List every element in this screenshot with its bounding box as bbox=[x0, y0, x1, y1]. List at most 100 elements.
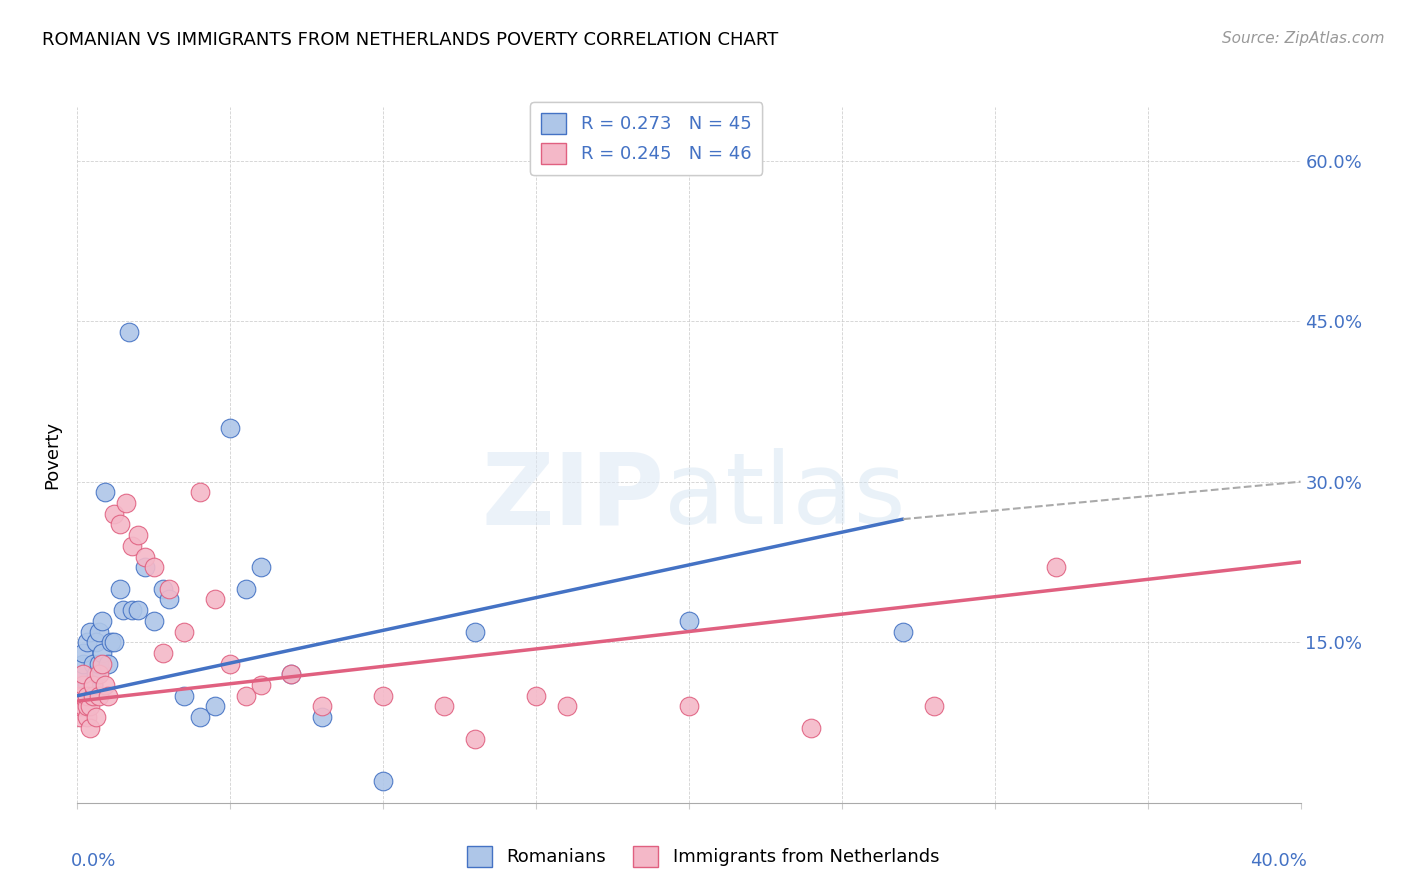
Point bbox=[90, 646, 112, 660]
Point bbox=[69, 699, 91, 714]
Point bbox=[87, 657, 110, 671]
Point bbox=[76, 635, 98, 649]
Point bbox=[800, 721, 823, 735]
Point bbox=[121, 539, 143, 553]
Point bbox=[69, 689, 91, 703]
Point bbox=[311, 699, 333, 714]
Point bbox=[103, 507, 125, 521]
Point bbox=[1045, 560, 1067, 574]
Point bbox=[235, 689, 257, 703]
Point bbox=[72, 646, 94, 660]
Point bbox=[188, 710, 211, 724]
Y-axis label: Poverty: Poverty bbox=[44, 421, 62, 489]
Point bbox=[94, 485, 117, 500]
Point bbox=[72, 667, 94, 681]
Point bbox=[118, 325, 141, 339]
Point bbox=[103, 635, 125, 649]
Point bbox=[72, 657, 94, 671]
Point bbox=[371, 774, 394, 789]
Point bbox=[100, 635, 122, 649]
Point bbox=[371, 689, 394, 703]
Text: ZIP: ZIP bbox=[482, 448, 665, 545]
Point bbox=[152, 646, 174, 660]
Point bbox=[311, 710, 333, 724]
Point bbox=[72, 689, 94, 703]
Point bbox=[69, 678, 91, 692]
Point bbox=[219, 421, 242, 435]
Point bbox=[79, 624, 101, 639]
Point bbox=[121, 603, 143, 617]
Text: atlas: atlas bbox=[665, 448, 905, 545]
Point bbox=[76, 689, 98, 703]
Point bbox=[69, 699, 91, 714]
Point bbox=[69, 710, 91, 724]
Point bbox=[97, 689, 120, 703]
Point bbox=[82, 657, 104, 671]
Point bbox=[204, 699, 226, 714]
Point bbox=[152, 582, 174, 596]
Point bbox=[72, 699, 94, 714]
Point bbox=[134, 560, 156, 574]
Point bbox=[76, 710, 98, 724]
Text: 0.0%: 0.0% bbox=[72, 852, 117, 870]
Point bbox=[79, 689, 101, 703]
Point bbox=[891, 624, 914, 639]
Point bbox=[72, 667, 94, 681]
Point bbox=[555, 699, 578, 714]
Point bbox=[128, 603, 150, 617]
Point bbox=[79, 699, 101, 714]
Point bbox=[108, 517, 131, 532]
Point bbox=[82, 689, 104, 703]
Point bbox=[157, 592, 180, 607]
Point bbox=[87, 689, 110, 703]
Point bbox=[82, 678, 104, 692]
Point bbox=[72, 678, 94, 692]
Point bbox=[204, 592, 226, 607]
Point bbox=[84, 635, 107, 649]
Text: 40.0%: 40.0% bbox=[1250, 852, 1306, 870]
Point bbox=[922, 699, 945, 714]
Point bbox=[87, 624, 110, 639]
Point bbox=[76, 678, 98, 692]
Point bbox=[112, 603, 135, 617]
Point bbox=[108, 582, 131, 596]
Point bbox=[79, 721, 101, 735]
Text: Source: ZipAtlas.com: Source: ZipAtlas.com bbox=[1222, 31, 1385, 46]
Point bbox=[250, 560, 273, 574]
Point bbox=[84, 710, 107, 724]
Point bbox=[464, 624, 486, 639]
Point bbox=[678, 699, 700, 714]
Point bbox=[280, 667, 302, 681]
Point bbox=[173, 689, 195, 703]
Point bbox=[76, 699, 98, 714]
Point bbox=[69, 689, 91, 703]
Point bbox=[173, 624, 195, 639]
Point bbox=[142, 560, 165, 574]
Point bbox=[87, 667, 110, 681]
Point bbox=[142, 614, 165, 628]
Point bbox=[219, 657, 242, 671]
Point bbox=[97, 657, 120, 671]
Point bbox=[90, 657, 112, 671]
Point bbox=[188, 485, 211, 500]
Point bbox=[115, 496, 138, 510]
Point bbox=[157, 582, 180, 596]
Point bbox=[128, 528, 150, 542]
Point bbox=[433, 699, 456, 714]
Point bbox=[90, 614, 112, 628]
Point bbox=[84, 667, 107, 681]
Point bbox=[134, 549, 156, 564]
Point bbox=[72, 689, 94, 703]
Point bbox=[524, 689, 547, 703]
Point bbox=[464, 731, 486, 746]
Text: ROMANIAN VS IMMIGRANTS FROM NETHERLANDS POVERTY CORRELATION CHART: ROMANIAN VS IMMIGRANTS FROM NETHERLANDS … bbox=[42, 31, 779, 49]
Legend: Romanians, Immigrants from Netherlands: Romanians, Immigrants from Netherlands bbox=[460, 838, 946, 874]
Point bbox=[76, 689, 98, 703]
Point bbox=[678, 614, 700, 628]
Point bbox=[280, 667, 302, 681]
Point bbox=[235, 582, 257, 596]
Legend: R = 0.273   N = 45, R = 0.245   N = 46: R = 0.273 N = 45, R = 0.245 N = 46 bbox=[530, 103, 762, 175]
Point bbox=[82, 678, 104, 692]
Point bbox=[94, 678, 117, 692]
Point bbox=[250, 678, 273, 692]
